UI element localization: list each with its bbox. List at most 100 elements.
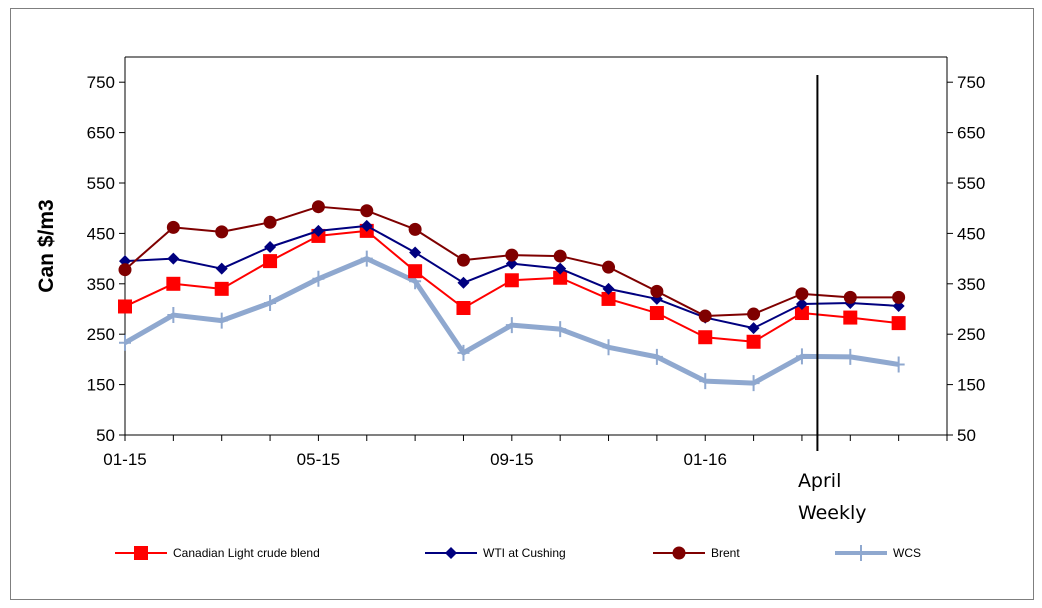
- data-point: [601, 291, 616, 306]
- data-point: [505, 317, 518, 334]
- x-tick-label: 09-15: [490, 450, 533, 469]
- data-point: [360, 204, 374, 218]
- data-point: [312, 270, 325, 287]
- data-point: [554, 321, 567, 338]
- data-point: [553, 270, 568, 285]
- data-point: [602, 339, 615, 356]
- data-point: [794, 306, 809, 321]
- data-point: [747, 307, 761, 321]
- data-point: [166, 220, 180, 234]
- data-point: [746, 334, 761, 349]
- data-point: [892, 356, 905, 373]
- data-point: [360, 250, 373, 267]
- y-tick-label-left: 250: [87, 325, 115, 344]
- annotation-text: Weekly: [798, 502, 867, 524]
- data-point: [167, 307, 180, 324]
- data-point: [167, 252, 180, 265]
- x-tick-label: 01-15: [103, 450, 146, 469]
- legend-item: WCS: [835, 545, 921, 561]
- y-tick-label-right: 550: [957, 174, 985, 193]
- data-point: [650, 284, 664, 298]
- data-point: [166, 276, 181, 291]
- data-point: [118, 299, 132, 314]
- data-point: [747, 375, 760, 392]
- data-point: [214, 281, 229, 296]
- y-axis-label: Can $/m3: [35, 199, 58, 292]
- data-point: [855, 545, 867, 561]
- y-tick-label-right: 150: [957, 376, 985, 395]
- data-point: [891, 316, 906, 331]
- data-point: [408, 222, 422, 236]
- data-point: [215, 225, 229, 239]
- data-point: [602, 282, 615, 295]
- data-point: [747, 322, 760, 335]
- data-point: [408, 264, 423, 279]
- chart-frame: 50 50 150 150 250 250 350 350 450 450 550 550 650 650…: [10, 8, 1034, 600]
- data-point: [553, 249, 567, 263]
- y-tick-label-right: 250: [957, 325, 985, 344]
- legend: Canadian Light crude blend WTI at Cushing…: [115, 545, 921, 561]
- data-point: [650, 348, 663, 365]
- data-point: [698, 330, 713, 345]
- data-point: [118, 263, 132, 277]
- legend-label: WTI at Cushing: [483, 546, 566, 560]
- legend-item: WTI at Cushing: [425, 546, 566, 560]
- data-point: [795, 348, 808, 365]
- series-brent: [118, 200, 906, 323]
- data-point: [119, 334, 131, 351]
- data-point: [360, 219, 373, 232]
- data-point: [844, 348, 857, 365]
- data-point: [843, 290, 857, 304]
- data-point: [264, 294, 277, 311]
- y-tick-label-left: 750: [87, 73, 115, 92]
- line-chart: 50 50 150 150 250 250 350 350 450 450 550 550 650 650…: [35, 56, 985, 561]
- y-tick-label-right: 450: [957, 224, 985, 243]
- tick-labels: 50 50 150 150 250 250 350 350 450 450 550 550 650 650…: [35, 73, 985, 469]
- data-point: [456, 253, 470, 267]
- data-point: [795, 287, 809, 301]
- series-canadian-light-crude-blend: [118, 223, 906, 349]
- y-tick-label-right: 350: [957, 275, 985, 294]
- data-point: [672, 546, 686, 560]
- data-point: [698, 309, 712, 323]
- y-tick-label-right: 750: [957, 73, 985, 92]
- legend-label: Canadian Light crude blend: [173, 546, 320, 560]
- data-point: [312, 224, 325, 237]
- data-point: [215, 262, 228, 275]
- data-point: [311, 200, 325, 214]
- data-point: [843, 310, 858, 325]
- annotation-text: April: [798, 470, 841, 492]
- data-point: [795, 297, 808, 310]
- x-tick-label: 01-16: [683, 450, 726, 469]
- y-tick-label-left: 350: [87, 275, 115, 294]
- y-tick-label-left: 50: [96, 426, 115, 445]
- y-tick-label-left: 650: [87, 124, 115, 143]
- y-tick-label-left: 550: [87, 174, 115, 193]
- y-tick-label-right: 650: [957, 124, 985, 143]
- data-point: [456, 300, 471, 315]
- data-point: [457, 344, 470, 361]
- data-point: [649, 306, 664, 321]
- data-point: [504, 273, 519, 288]
- legend-item: Brent: [653, 546, 740, 560]
- data-point: [263, 254, 278, 269]
- data-point: [134, 546, 148, 560]
- data-point: [505, 248, 519, 262]
- data-point: [699, 373, 712, 390]
- data-point: [445, 547, 457, 559]
- data-point: [457, 276, 470, 289]
- axes: [119, 56, 953, 441]
- series-wcs: [119, 250, 905, 392]
- data-point: [263, 215, 277, 229]
- data-point: [892, 290, 906, 304]
- data-point: [264, 241, 277, 254]
- legend-label: Brent: [711, 546, 740, 560]
- annotation: April Weekly: [798, 75, 867, 524]
- data-point: [215, 312, 228, 329]
- x-tick-label: 05-15: [297, 450, 340, 469]
- y-tick-label-left: 450: [87, 224, 115, 243]
- legend-label: WCS: [893, 546, 921, 560]
- data-point: [554, 262, 567, 275]
- y-tick-label-left: 150: [87, 376, 115, 395]
- legend-item: Canadian Light crude blend: [115, 546, 320, 560]
